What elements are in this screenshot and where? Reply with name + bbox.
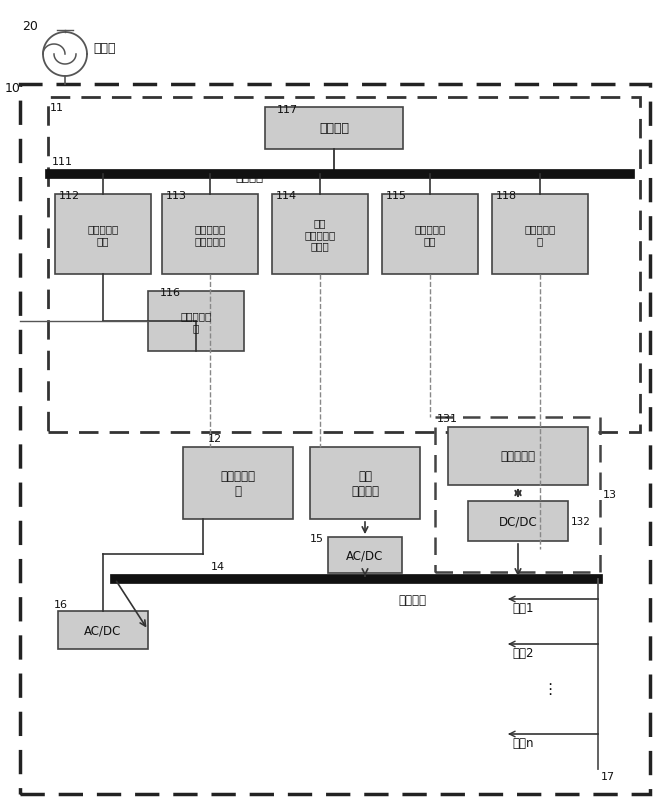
Text: 风力发电设
备: 风力发电设 备 (220, 470, 255, 497)
Text: 光伏
发电设备监
控模块: 光伏 发电设备监 控模块 (305, 218, 335, 251)
Text: 调频调压模
块: 调频调压模 块 (180, 311, 212, 333)
Bar (468, 501, 568, 541)
Text: 113: 113 (166, 191, 187, 201)
Text: 直流母线: 直流母线 (398, 594, 426, 607)
Text: 中控模块: 中控模块 (319, 122, 349, 135)
Text: 15: 15 (310, 534, 324, 543)
Text: 12: 12 (208, 433, 222, 444)
Text: 大电网: 大电网 (93, 42, 116, 55)
Text: AC/DC: AC/DC (346, 549, 383, 562)
Bar (272, 195, 368, 275)
Text: 117: 117 (277, 105, 298, 115)
Bar (183, 448, 293, 519)
Text: 负载n: 负载n (512, 736, 534, 749)
Text: 112: 112 (59, 191, 80, 201)
Text: 132: 132 (571, 517, 591, 526)
Bar (328, 538, 402, 573)
Text: 风力发电设
备监控模块: 风力发电设 备监控模块 (194, 224, 226, 246)
Text: 通信总线: 通信总线 (235, 171, 263, 184)
Bar (492, 195, 588, 275)
Text: DC/DC: DC/DC (498, 515, 537, 528)
Text: ⋮: ⋮ (542, 682, 558, 697)
Text: 蓄电池模块: 蓄电池模块 (500, 450, 536, 463)
Text: AC/DC: AC/DC (84, 624, 122, 637)
Text: 11: 11 (50, 103, 64, 113)
Text: 蓄电池监控
模块: 蓄电池监控 模块 (414, 224, 446, 246)
Text: 负载1: 负载1 (512, 601, 534, 614)
Bar (148, 292, 244, 351)
Bar (48, 98, 640, 432)
Text: 10: 10 (5, 82, 21, 95)
Bar (435, 418, 600, 573)
Text: 118: 118 (496, 191, 517, 201)
Text: 111: 111 (52, 157, 73, 167)
Text: 16: 16 (54, 599, 68, 609)
Text: 114: 114 (276, 191, 297, 201)
Text: 负载监控模
块: 负载监控模 块 (524, 224, 556, 246)
Text: 14: 14 (211, 561, 225, 571)
Bar (265, 108, 403, 150)
Text: 17: 17 (601, 771, 615, 781)
Text: 20: 20 (22, 20, 38, 33)
Text: 大电网联络
模块: 大电网联络 模块 (88, 224, 119, 246)
Text: 光伏
发电设备: 光伏 发电设备 (351, 470, 379, 497)
Text: 131: 131 (437, 414, 458, 423)
Text: 116: 116 (160, 288, 181, 298)
Text: 115: 115 (386, 191, 407, 201)
Bar (20, 85, 650, 794)
Bar (162, 195, 258, 275)
Bar (382, 195, 478, 275)
Bar (448, 427, 588, 486)
Bar (55, 195, 151, 275)
Bar (310, 448, 420, 519)
Text: 负载2: 负载2 (512, 646, 534, 659)
Bar (58, 611, 148, 649)
Text: 13: 13 (603, 489, 617, 500)
